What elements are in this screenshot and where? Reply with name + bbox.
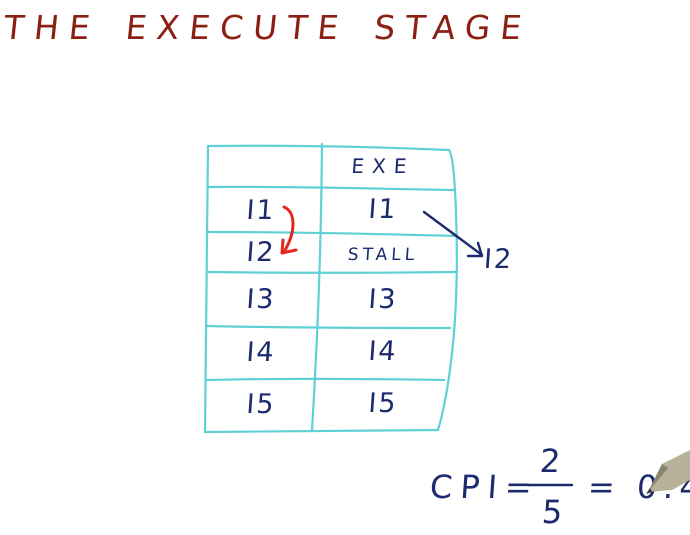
overflow-arrow: [422, 210, 484, 258]
header-exe: EXE: [350, 154, 416, 178]
row-5-exe: I5: [367, 388, 399, 419]
table-column-divider: [310, 142, 324, 432]
row-4-instruction: I4: [245, 337, 277, 368]
cpi-label: CPI=: [428, 468, 542, 506]
row-3-instruction: I3: [245, 284, 277, 315]
cpi-numerator: 2: [538, 442, 562, 480]
table-border-left: [203, 144, 210, 434]
table-row-line-2: [205, 230, 459, 238]
dependency-arrow: [280, 205, 298, 255]
table-row-line-1: [206, 185, 457, 192]
table-row-line-4: [204, 324, 452, 330]
row-2-exe-stall: STALL: [347, 245, 419, 265]
row-4-exe: I4: [367, 336, 399, 367]
row-1-instruction: I1: [245, 195, 277, 226]
table-row-line-3: [205, 270, 458, 274]
table-border-right: [436, 148, 458, 432]
row-5-instruction: I5: [245, 389, 277, 420]
overflow-instruction-label: I2: [482, 244, 515, 275]
table-border-top: [206, 144, 451, 152]
row-1-exe: I1: [367, 194, 399, 225]
table-border-bottom: [203, 428, 440, 434]
pen-icon: [646, 450, 690, 494]
row-3-exe: I3: [367, 284, 399, 315]
row-2-instruction: I2: [245, 237, 277, 268]
cpi-denominator: 5: [540, 493, 564, 531]
table-row-line-5: [204, 377, 446, 382]
table-lines: [203, 142, 459, 434]
